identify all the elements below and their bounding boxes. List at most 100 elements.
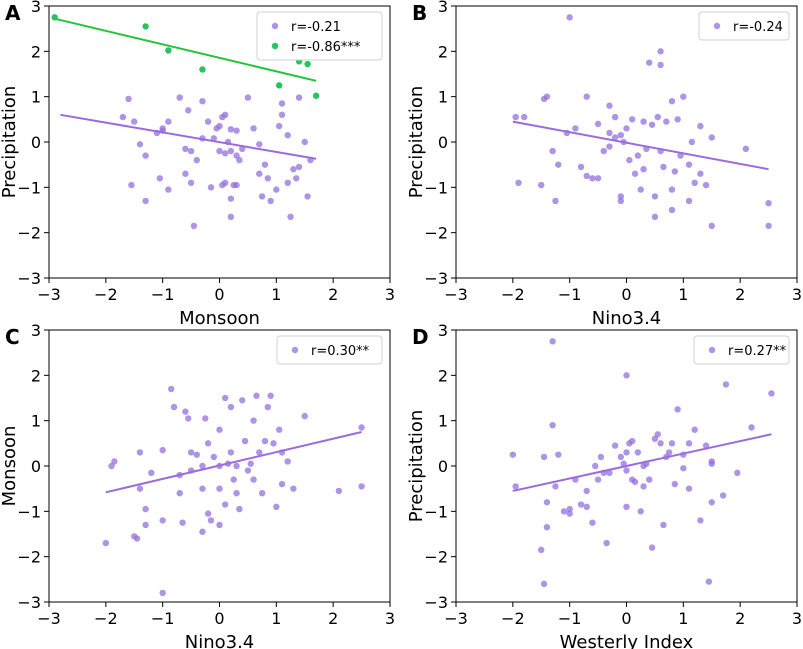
data-point	[111, 458, 118, 465]
data-point	[654, 113, 661, 121]
data-point	[637, 186, 644, 193]
data-point	[193, 451, 200, 458]
data-point	[634, 152, 642, 159]
data-point	[592, 462, 599, 470]
data-point	[284, 458, 291, 465]
data-point	[691, 179, 698, 186]
data-point	[543, 524, 551, 531]
data-point	[685, 440, 693, 447]
data-point	[606, 469, 613, 476]
data-point	[202, 415, 209, 422]
data-point	[241, 437, 249, 445]
data-point	[603, 539, 610, 547]
data-point	[648, 121, 656, 128]
data-point	[239, 397, 246, 404]
data-point	[273, 186, 280, 193]
data-point	[623, 372, 630, 379]
x-tick-label: −1	[151, 609, 175, 628]
regression-line	[512, 433, 772, 492]
legend-marker	[271, 22, 279, 30]
data-point	[768, 390, 775, 397]
data-point	[572, 125, 579, 132]
y-tick-label: −2	[17, 224, 41, 243]
x-tick-label: −3	[444, 285, 468, 304]
data-point	[631, 478, 639, 486]
data-point	[312, 92, 320, 99]
data-point	[335, 487, 343, 495]
data-point	[187, 147, 195, 155]
data-point	[708, 458, 715, 465]
data-point	[742, 145, 750, 152]
data-point	[167, 385, 175, 393]
x-tick-label: 3	[792, 609, 802, 628]
data-point	[680, 465, 687, 472]
x-axis-label: Westerly Index	[560, 632, 694, 649]
data-point	[256, 141, 263, 148]
data-point	[204, 440, 212, 447]
x-tick-label: 0	[214, 609, 224, 628]
data-point	[233, 462, 240, 470]
legend-box	[276, 335, 383, 365]
data-point	[244, 467, 252, 474]
data-point	[358, 483, 365, 490]
data-point	[148, 469, 155, 476]
data-point	[560, 508, 568, 515]
data-point	[261, 437, 269, 445]
data-point	[671, 480, 679, 488]
data-point	[221, 179, 229, 186]
data-point	[549, 338, 556, 345]
data-point	[216, 147, 223, 155]
data-point	[199, 462, 206, 470]
data-point	[697, 122, 704, 130]
data-point	[594, 476, 602, 483]
data-point	[278, 480, 286, 488]
data-point	[597, 453, 605, 461]
data-point	[250, 125, 257, 132]
data-point	[275, 122, 283, 130]
data-point	[165, 186, 172, 193]
legend-box	[256, 11, 383, 61]
data-point	[589, 175, 596, 182]
data-point	[646, 476, 653, 483]
panel-letter: D	[412, 325, 429, 349]
data-point	[199, 98, 206, 105]
x-axis-label: Monsoon	[179, 308, 260, 329]
y-axis-label: Precipitation	[0, 86, 20, 199]
data-point	[159, 446, 166, 454]
data-point	[159, 125, 166, 132]
data-point	[193, 156, 200, 164]
data-point	[236, 505, 243, 513]
data-point	[708, 134, 715, 141]
data-point	[509, 451, 517, 458]
legend-label: r=0.27**	[728, 344, 787, 359]
legend-label: r=-0.21	[291, 20, 341, 35]
data-point	[623, 125, 630, 132]
data-point	[697, 517, 704, 524]
panel-letter: A	[5, 1, 21, 25]
data-point	[264, 403, 272, 411]
data-point	[540, 453, 548, 461]
y-tick-label: 0	[438, 133, 448, 152]
data-point	[142, 152, 149, 159]
data-point	[577, 501, 585, 508]
data-point	[543, 499, 551, 506]
data-point	[651, 213, 659, 220]
data-point	[270, 440, 277, 447]
data-point	[606, 143, 613, 150]
data-point	[199, 66, 206, 73]
x-tick-label: −2	[94, 285, 118, 304]
chart-panel-c: −3−3 −2 −2 −1 −1 0 0 1 1 2 2 3 3 Nino3.4 Monsoon Cr=0.3…	[0, 321, 395, 649]
x-tick-label: 2	[735, 609, 745, 628]
x-tick-label: −3	[37, 609, 61, 628]
data-point	[275, 82, 283, 89]
y-tick-label: 2	[438, 366, 448, 385]
x-tick-label: −1	[558, 285, 582, 304]
y-tick-label: 1	[438, 88, 448, 107]
data-point	[176, 490, 183, 497]
y-tick-label: −3	[424, 269, 448, 288]
data-point	[236, 156, 243, 164]
data-point	[233, 490, 240, 497]
data-point	[648, 544, 656, 551]
regression-line	[54, 17, 317, 82]
